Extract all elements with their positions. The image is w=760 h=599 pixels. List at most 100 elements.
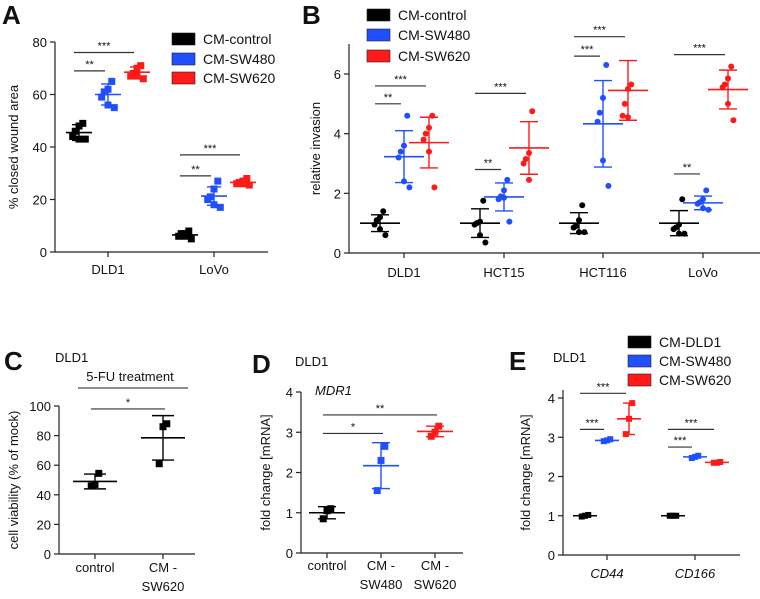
legend-swatch [171,71,196,85]
significance-label: *** [593,25,607,37]
data-point [501,194,507,201]
data-point [427,432,435,440]
data-point [210,201,218,209]
data-point [245,181,253,189]
significance-label: *** [581,44,595,56]
legend-label: CM-SW620 [659,372,732,388]
data-point [91,480,99,488]
data-point [700,205,706,212]
data-point [422,130,429,137]
x-tick-label: DLD1 [91,262,124,277]
significance-label: ** [191,164,200,176]
data-point [520,160,527,167]
data-point [719,84,726,91]
panel-d: D 0 1 2 3 4 control CM - SW480 CM - SW620 fold chan… [252,349,463,592]
data-point [576,229,582,236]
data-point [95,469,103,477]
x-tick-label: HCT116 [579,265,626,280]
significance-label: *** [685,417,699,429]
legend-label: CM-SW480 [398,27,471,43]
data-point [382,232,389,239]
panel-title: DLD1 [553,350,586,365]
data-point [108,77,116,85]
data-point [730,117,737,124]
panel-title: DLD1 [295,354,328,369]
data-point [673,512,680,519]
data-point [600,94,606,101]
y-tick-label: 3 [286,425,293,440]
series-0 [573,511,685,520]
data-point [175,232,183,240]
panel-label: C [4,346,23,376]
data-point [139,75,147,83]
data-point [596,109,603,116]
data-point [404,112,411,119]
data-point [323,507,331,515]
data-point [426,148,432,155]
significance-label: ** [85,59,94,71]
data-point [239,180,247,188]
data-point [401,142,407,149]
y-tick-label: 0 [334,246,341,261]
legend-label: CM-SW620 [203,70,276,86]
x-tick-label: CD166 [675,566,716,581]
x-tick-label: HCT15 [483,265,524,280]
y-tick-label: 1 [286,506,293,521]
y-tick-label: 2 [286,466,293,481]
data-point [625,85,631,92]
data-point [666,512,673,519]
data-point [431,184,438,191]
data-point [529,108,536,115]
legend-swatch [627,373,652,387]
significance-label: *** [693,43,707,55]
x-tick-label: SW480 [360,577,403,592]
x-tick-label: SW620 [414,577,457,592]
y-tick-label: 40 [33,140,47,155]
data-point [692,453,698,460]
data-point [233,180,241,188]
significance-label: *** [597,381,611,393]
panel-label: D [252,349,271,379]
data-point [625,114,631,121]
series-1 [595,436,707,462]
data-point [621,100,628,107]
legend-label: CM-SW480 [203,51,276,67]
data-point [495,196,502,203]
legend-label: CM-SW480 [659,353,732,369]
y-axis-label: % closed wound area [6,84,21,209]
significance-label: *** [98,41,112,53]
significance-label: *** [586,417,600,429]
data-point [578,513,585,520]
data-point [69,133,77,140]
data-point [579,202,586,209]
y-tick-label: 60 [37,458,51,473]
y-axis-label: fold change [mRNA] [258,414,273,530]
y-axis-label: relative invasion [308,102,323,195]
data-point [98,93,106,101]
panel-label: A [2,0,21,30]
data-point [87,482,95,490]
data-point [670,226,677,233]
data-point [397,148,404,155]
data-point [504,176,511,183]
data-point [373,217,380,224]
legend-swatch [366,8,391,22]
data-point [477,232,483,239]
x-tick-label: CM - [149,560,177,575]
data-point [705,206,712,213]
data-point [381,442,389,450]
data-point [401,178,407,185]
data-point [75,135,83,143]
significance-label: ** [484,157,493,169]
data-point [681,230,688,237]
y-tick-label: 80 [37,429,51,444]
data-point [406,184,413,191]
data-point [480,197,487,204]
data-point [594,118,601,125]
data-point [79,119,87,127]
data-point [703,187,710,194]
series-1 [95,77,227,211]
data-point [717,458,724,465]
y-tick-label: 20 [33,193,47,208]
